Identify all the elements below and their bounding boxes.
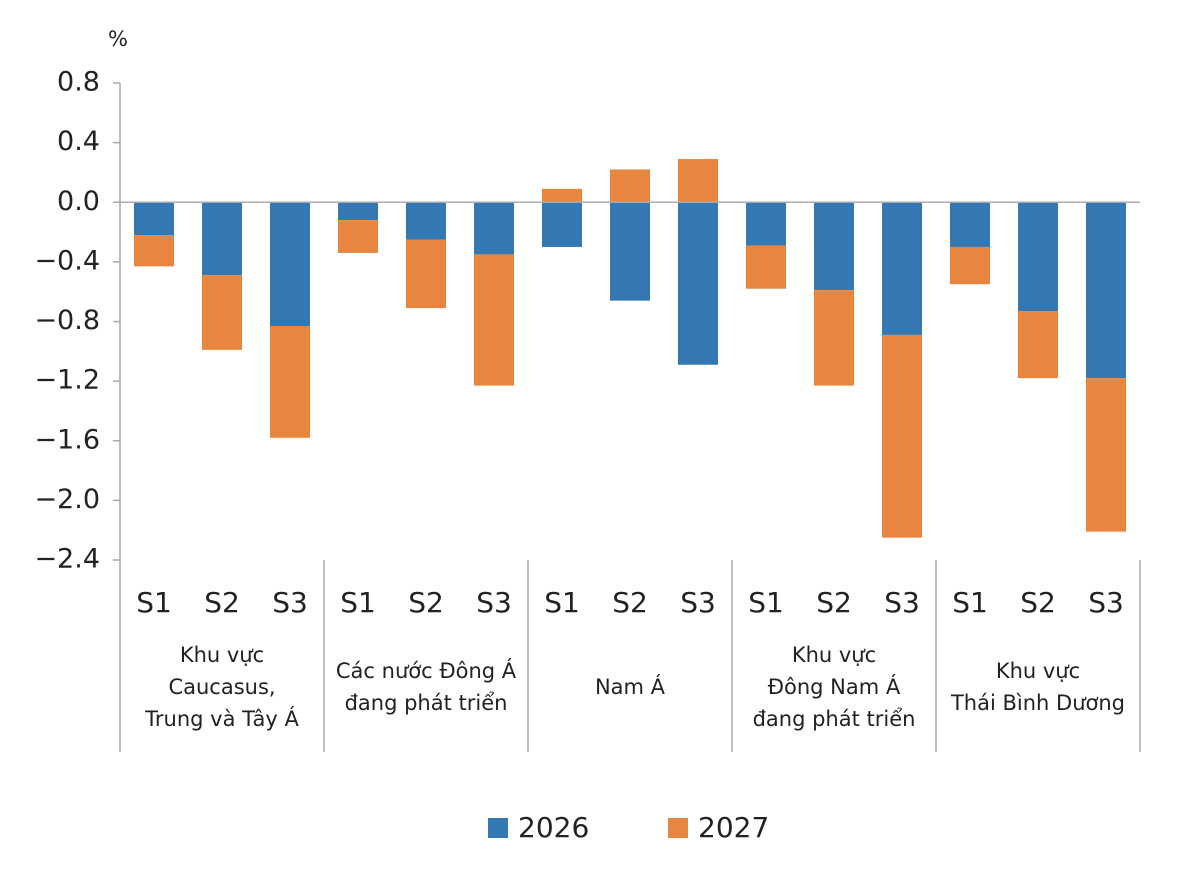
bar-segment	[406, 202, 446, 240]
x-tick-label: S1	[544, 586, 580, 619]
bar-segment	[202, 275, 242, 350]
x-tick-label: S3	[680, 586, 716, 619]
y-tick-label: −2.0	[34, 484, 100, 515]
bar-segment	[746, 245, 786, 289]
group-label: đang phát triển	[345, 691, 508, 715]
group-label: Các nước Đông Á	[336, 658, 517, 683]
bar-segment	[814, 202, 854, 291]
x-tick-label: S1	[136, 586, 172, 619]
y-tick-label: −1.6	[34, 424, 100, 455]
x-tick-label: S2	[408, 586, 444, 619]
bar-segment	[1086, 202, 1126, 379]
x-tick-label: S2	[816, 586, 852, 619]
y-tick-label: 0.4	[57, 126, 100, 157]
y-tick-label: 0.8	[57, 67, 100, 98]
bar-segment	[270, 202, 310, 326]
y-tick-label: −1.2	[34, 365, 100, 396]
y-tick-label: −0.8	[34, 305, 100, 336]
bar-segment	[950, 246, 990, 285]
group-label: Khu vực	[792, 643, 876, 667]
x-tick-label: S2	[612, 586, 648, 619]
x-tick-label: S1	[340, 586, 376, 619]
group-label: Nam Á	[595, 674, 666, 699]
x-tick-label: S1	[748, 586, 784, 619]
bar-segment	[610, 169, 650, 203]
x-tick-label: S3	[272, 586, 308, 619]
bar-segment	[542, 188, 582, 203]
bar-segment	[338, 220, 378, 253]
group-label: Caucasus,	[168, 675, 275, 699]
bar-segment	[202, 202, 242, 276]
legend-swatch	[488, 818, 508, 838]
bar-segment	[1018, 311, 1058, 379]
group-label: Khu vực	[996, 659, 1080, 683]
bar-segment	[882, 334, 922, 538]
bar-segment	[610, 202, 650, 301]
bar-segment	[134, 235, 174, 267]
bar-segment	[474, 202, 514, 255]
group-label: Trung và Tây Á	[144, 706, 299, 731]
bar-segment	[406, 239, 446, 309]
bar-segment	[474, 254, 514, 386]
x-tick-label: S1	[952, 586, 988, 619]
x-tick-label: S3	[1088, 586, 1124, 619]
x-tick-label: S3	[476, 586, 512, 619]
bar-segment	[814, 290, 854, 386]
x-tick-label: S3	[884, 586, 920, 619]
bar-segment	[1086, 378, 1126, 532]
legend-label: 2027	[698, 811, 769, 844]
group-label: Đông Nam Á	[768, 674, 901, 699]
bar-segment	[270, 325, 310, 438]
bar-segment	[882, 202, 922, 335]
bar-segment	[134, 202, 174, 236]
bar-segment	[1018, 202, 1058, 312]
bar-segment	[746, 202, 786, 246]
group-label: đang phát triển	[753, 707, 916, 731]
y-tick-label: −2.4	[34, 544, 100, 575]
bar-segment	[678, 202, 718, 365]
group-label: Thái Bình Dương	[950, 691, 1125, 715]
legend-swatch	[668, 818, 688, 838]
bar-segment	[338, 202, 378, 221]
x-tick-label: S2	[1020, 586, 1056, 619]
x-tick-label: S2	[204, 586, 240, 619]
bar-segment	[678, 159, 718, 203]
bar-segment	[950, 202, 990, 247]
y-unit: %	[108, 27, 128, 51]
y-tick-label: 0.0	[57, 186, 100, 217]
legend-label: 2026	[518, 811, 589, 844]
y-tick-label: −0.4	[34, 245, 100, 276]
bar-segment	[542, 202, 582, 247]
group-label: Khu vực	[180, 643, 264, 667]
